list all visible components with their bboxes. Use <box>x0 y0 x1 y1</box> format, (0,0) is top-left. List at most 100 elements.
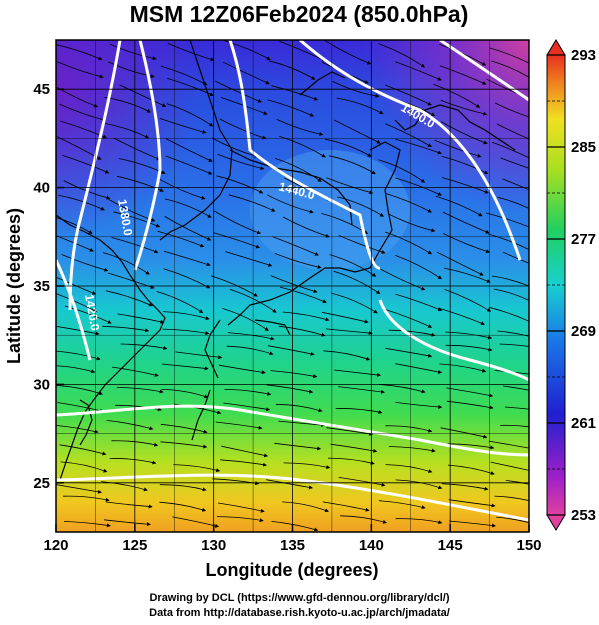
streamline <box>395 255 442 280</box>
streamline <box>217 502 265 513</box>
streamline <box>275 403 323 413</box>
streamline <box>162 328 210 336</box>
streamline <box>322 501 370 512</box>
streamline <box>159 484 207 492</box>
streamline <box>113 211 161 228</box>
streamline <box>225 251 273 267</box>
streamline <box>56 135 102 160</box>
streamline <box>332 81 380 98</box>
streamline <box>117 175 164 192</box>
streamline <box>321 311 369 324</box>
streamline <box>56 365 96 374</box>
streamline <box>434 139 482 158</box>
streamline <box>162 311 210 321</box>
streamline <box>378 500 426 510</box>
streamline <box>443 233 491 254</box>
wind-streamlines <box>56 40 529 532</box>
streamline <box>276 119 324 136</box>
streamline <box>493 288 529 301</box>
streamline <box>228 194 276 212</box>
streamline <box>64 521 111 528</box>
streamline <box>444 267 491 283</box>
streamline <box>56 235 94 252</box>
streamline <box>156 291 204 314</box>
streamline <box>102 252 150 275</box>
streamline <box>59 103 106 122</box>
streamline <box>165 155 213 175</box>
x-tick-label: 140 <box>359 537 384 554</box>
streamline <box>447 464 495 475</box>
streamline <box>494 102 529 118</box>
streamline <box>107 272 155 289</box>
streamline <box>385 192 433 213</box>
streamline <box>213 232 261 249</box>
streamline <box>60 461 108 473</box>
streamline <box>505 480 529 485</box>
streamline <box>440 99 488 116</box>
height-contours <box>56 40 529 522</box>
streamline <box>116 387 164 394</box>
streamline <box>62 495 110 502</box>
streamline <box>502 178 529 191</box>
streamline <box>164 198 212 218</box>
streamline <box>445 331 493 340</box>
streamline <box>282 311 330 322</box>
streamline <box>56 350 101 361</box>
streamline <box>229 289 277 313</box>
streamline <box>215 421 263 430</box>
streamline <box>394 61 442 81</box>
streamline <box>214 210 262 235</box>
streamline <box>161 389 209 399</box>
streamline <box>499 343 529 347</box>
streamline <box>487 233 529 251</box>
streamline <box>385 425 433 433</box>
streamline <box>158 178 206 200</box>
streamline <box>378 43 426 68</box>
streamline <box>221 445 269 458</box>
streamline <box>378 267 426 291</box>
cool-patch-japan-sea <box>250 150 410 270</box>
streamline <box>161 363 209 371</box>
streamline <box>266 194 314 214</box>
y-tick-label: 30 <box>33 376 50 393</box>
streamline <box>272 236 319 256</box>
streamline <box>160 441 208 449</box>
streamline <box>172 516 220 528</box>
streamline <box>62 155 110 174</box>
streamline <box>56 276 97 295</box>
streamline <box>222 61 270 85</box>
y-tick-label: 45 <box>33 81 50 98</box>
streamline <box>497 196 529 209</box>
streamline <box>324 138 372 157</box>
streamline <box>270 275 318 294</box>
streamline <box>433 83 481 108</box>
streamline <box>159 118 207 134</box>
streamline <box>338 235 386 254</box>
streamline <box>279 135 326 158</box>
streamline <box>491 60 529 78</box>
streamline <box>385 309 433 328</box>
streamline <box>448 499 496 508</box>
streamline <box>385 123 432 148</box>
streamline <box>102 122 150 139</box>
y-tick-label: 40 <box>33 180 50 197</box>
streamline <box>219 118 267 140</box>
streamline <box>395 518 443 525</box>
streamline <box>267 345 315 356</box>
streamline <box>440 121 488 145</box>
streamline <box>101 481 148 492</box>
x-axis-ticks: 120 125 130 135 140 145 150 <box>43 524 542 554</box>
streamline <box>56 217 93 234</box>
map-title: MSM 12Z06Feb2024 (850.0hPa) <box>130 1 469 27</box>
streamline <box>222 308 269 331</box>
streamline <box>442 211 490 234</box>
streamline <box>441 177 489 194</box>
streamline <box>278 325 326 337</box>
streamline <box>324 40 372 65</box>
streamline <box>491 141 529 159</box>
x-tick-label: 120 <box>43 537 68 554</box>
streamline <box>270 370 318 379</box>
streamline <box>439 65 487 85</box>
streamline <box>56 61 104 79</box>
y-axis-ticks: 25 30 35 40 45 <box>33 81 64 492</box>
